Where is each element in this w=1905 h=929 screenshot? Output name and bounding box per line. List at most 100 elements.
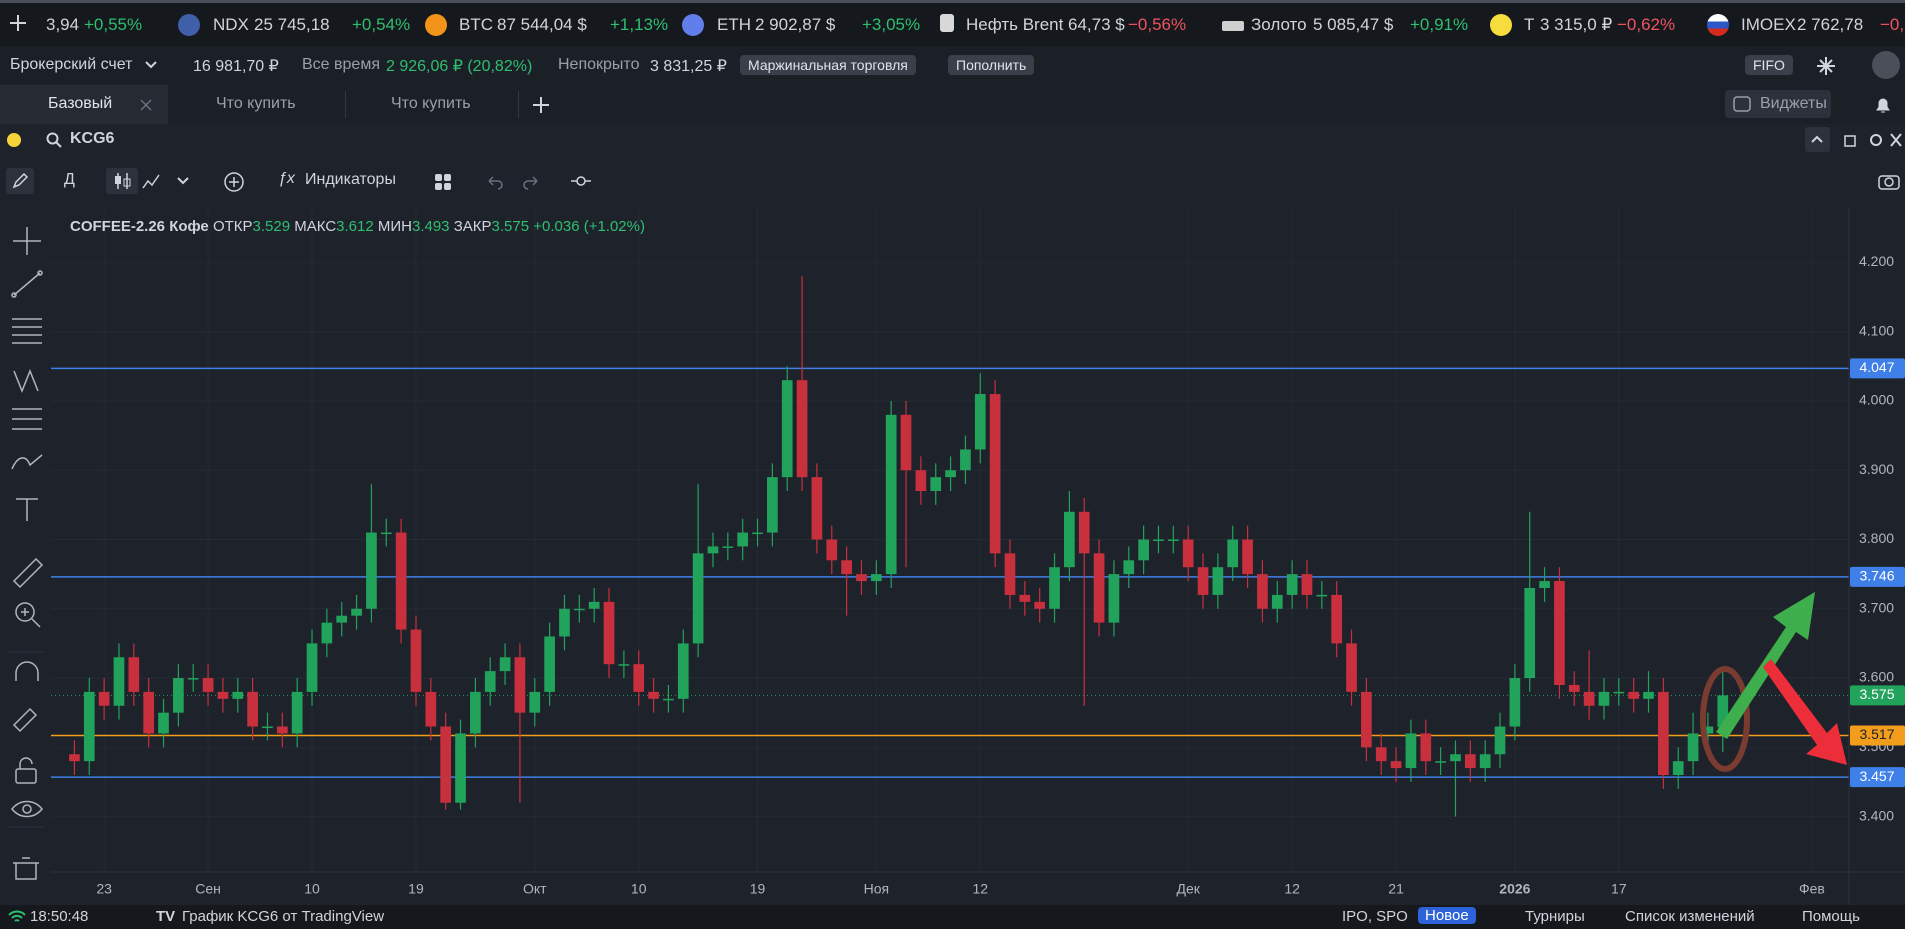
candle-body [1034,601,1046,609]
tab-label[interactable]: Базовый [48,95,113,112]
candle-body [856,574,867,582]
legend-value: 3.529 [252,218,291,235]
grid [51,207,1849,872]
avatar[interactable] [1872,51,1900,79]
search-icon[interactable] [46,132,62,148]
ticker-bar: 3,94 +0,55% NDX 25 745,18 +0,54% BTC 87 … [0,0,1905,46]
add-tab[interactable] [532,96,550,114]
annotations [1700,592,1847,772]
candle-body [351,608,362,616]
candle-body [663,698,674,701]
bell-icon[interactable] [1874,95,1892,115]
candle-body [1316,594,1328,597]
widgets-label[interactable]: Виджеты [1760,95,1827,112]
tab-label[interactable]: Что купить [391,95,471,112]
candle-body [870,574,882,582]
candle-body [1064,511,1075,568]
collapse-button[interactable] [1805,127,1830,152]
indicators-button[interactable]: Индикаторы [305,171,396,188]
candle-button[interactable] [106,168,138,194]
candle-body [945,470,956,478]
new-badge[interactable]: Новое [1418,907,1476,924]
legend-label: МИН [377,218,412,235]
candle-body [1554,581,1565,685]
candle-body [1138,539,1149,561]
candle-body [484,671,496,692]
candle-body [380,532,392,535]
tool-icons[interactable] [0,207,51,905]
x-tick-label: 12 [972,881,988,897]
camera-icon[interactable] [1878,172,1900,190]
close-icon[interactable] [140,99,152,111]
chart-type-icons[interactable] [142,172,202,190]
tv-logo: TV [156,908,176,925]
candle-body [321,622,333,644]
ticker-name[interactable]: BTC [459,15,493,34]
candle-body [692,553,704,644]
draw-button[interactable] [6,168,34,194]
settings-icon[interactable] [1816,56,1836,76]
ticker-name[interactable]: Нефть Brent [966,15,1064,34]
candle-body [1658,691,1669,776]
fx-icon: ƒx [278,170,295,187]
status-bar: 18:50:48 TV График KCG6 от TradingView I… [0,905,1905,929]
undo-redo[interactable] [485,173,545,191]
candle-body [1509,678,1521,727]
fifo-button[interactable]: FIFO [1745,55,1793,75]
level-label-bg [1850,566,1905,587]
ticker-name[interactable]: ETH [717,15,751,34]
y-tick-label: 4.100 [1859,322,1894,338]
symbol-input[interactable]: KCG6 [70,130,115,147]
uncovered: 3 831,25 ₽ [650,58,727,75]
balance: 16 981,70 ₽ [193,58,279,75]
symbol-bar: KCG6 [0,124,1905,156]
red-arrow [1763,659,1847,765]
candle-body [1078,511,1090,554]
level-label: 3.457 [1859,768,1894,784]
ticker-name[interactable]: NDX [213,15,249,34]
candle-body [262,726,273,729]
candle-body [900,414,912,471]
active-tab[interactable] [0,85,168,124]
ticker-name[interactable]: Золото [1251,15,1307,34]
ticker-price: 64,73 $ [1068,15,1125,34]
add-icon[interactable] [8,13,28,33]
y-tick-label: 3.600 [1859,669,1894,685]
layout-icon[interactable] [434,173,452,191]
ticker-price: 5 085,47 $ [1313,15,1394,34]
candle-body [648,691,659,699]
candle-body [1643,691,1654,699]
widgets-button[interactable] [1725,90,1831,118]
ticker-change: +0,54% [352,15,411,34]
candle-body [677,643,689,699]
candle-body [455,733,466,803]
y-tick-label: 4.000 [1859,392,1894,408]
x-tick-label: Ноя [864,881,889,897]
candle-body [1212,567,1224,595]
candle-body [930,477,942,492]
candle-body [1717,695,1729,728]
ticker-price[interactable]: 3,94 [46,15,80,34]
window-icons[interactable] [1843,132,1903,148]
chart-source[interactable]: График KCG6 от TradingView [182,908,385,925]
ticker-change: +3,05% [862,15,921,34]
account-select[interactable]: Брокерский счет [10,56,133,73]
ticker-change: −0,56% [1128,15,1187,34]
replay-icon[interactable] [570,173,592,189]
interval-button[interactable]: Д [64,171,75,188]
deposit-button[interactable]: Пополнить [948,55,1035,75]
candle-body [395,532,407,630]
status-link[interactable]: Турниры [1525,908,1585,925]
status-link[interactable]: Список изменений [1625,908,1755,925]
x-tick-label: Дек [1176,881,1200,897]
legend-value: 3.575 [491,218,530,235]
tab-label[interactable]: Что купить [216,95,296,112]
margin-button[interactable]: Маржинальная торговля [740,55,916,75]
ticker-name[interactable]: Т [1524,15,1535,34]
candle-body [291,691,303,734]
status-link[interactable]: IPO, SPO [1342,908,1408,925]
status-link[interactable]: Помощь [1802,908,1860,925]
ticker-name[interactable]: IMOEX [1741,15,1796,34]
compare-icon[interactable] [223,171,245,193]
ticker-change: +1,13% [610,15,669,34]
